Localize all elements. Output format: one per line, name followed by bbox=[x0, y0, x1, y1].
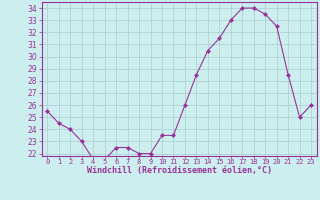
X-axis label: Windchill (Refroidissement éolien,°C): Windchill (Refroidissement éolien,°C) bbox=[87, 166, 272, 175]
